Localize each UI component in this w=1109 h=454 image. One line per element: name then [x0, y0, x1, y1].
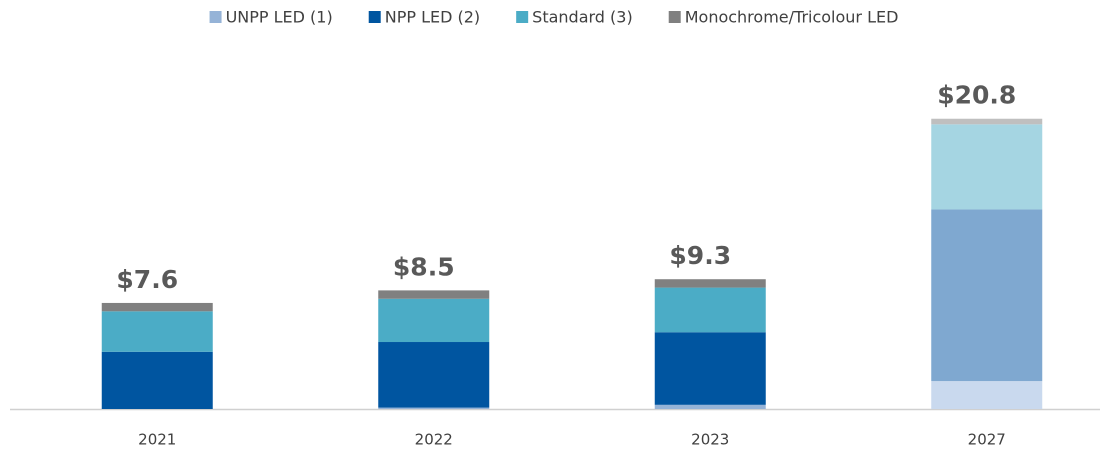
total-label: $7.6: [116, 265, 178, 294]
legend-label: NPP LED (2): [385, 8, 480, 27]
x-tick-label: 2023: [691, 431, 729, 449]
bar-segment: [378, 407, 490, 409]
bar-segment: [101, 351, 213, 409]
bar-segment: [378, 342, 490, 408]
bar-segment: [931, 124, 1043, 210]
total-label: $20.8: [937, 81, 1016, 110]
legend-swatch: [668, 11, 681, 23]
x-tick-label: 2022: [415, 431, 453, 449]
legend-swatch: [368, 11, 381, 23]
total-label: $9.3: [669, 241, 731, 270]
x-tick-label: 2021: [138, 431, 176, 449]
bar-segment: [931, 381, 1043, 409]
legend-label: Standard (3): [532, 8, 633, 27]
legend-swatch: [516, 11, 529, 23]
total-label: $8.5: [393, 252, 455, 281]
bar-segment: [101, 311, 213, 352]
bar-segment: [654, 287, 766, 333]
bar-segment: [654, 279, 766, 288]
bar-segment: [654, 404, 766, 409]
x-tick-label: 2027: [968, 431, 1006, 449]
bar-segment: [378, 290, 490, 299]
legend-label: Monochrome/Tricolour LED: [685, 8, 899, 27]
bar-segment: [654, 332, 766, 405]
bar-segment: [931, 209, 1043, 382]
bar-segment: [931, 118, 1043, 125]
bar-segment: [101, 302, 213, 312]
legend-swatch: [209, 11, 222, 23]
legend-label: UNPP LED (1): [226, 8, 333, 27]
bar-segment: [378, 298, 490, 343]
